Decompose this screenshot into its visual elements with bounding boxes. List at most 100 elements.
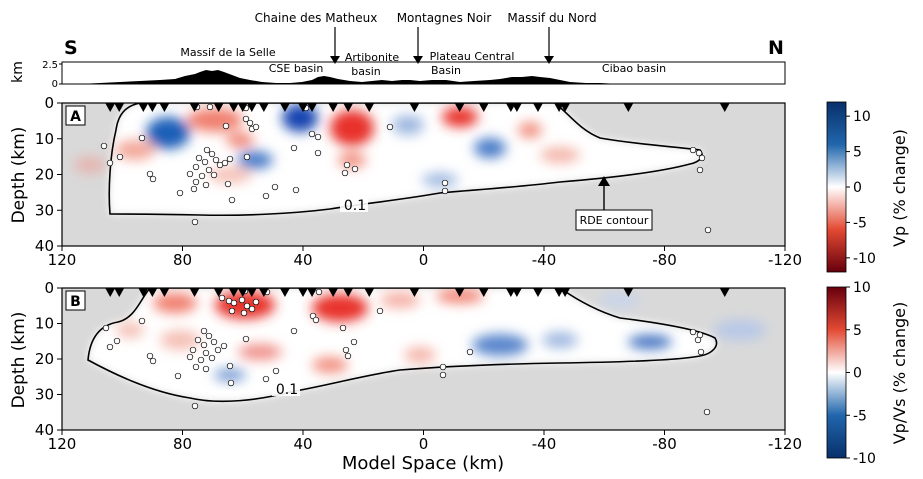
earthquake-point [697, 348, 705, 356]
earthquake-point [242, 335, 250, 343]
earthquake-point [176, 189, 184, 197]
earthquake-point [246, 119, 254, 127]
panel-a-field [109, 103, 702, 216]
earthquake-point [252, 123, 260, 131]
y-tick-label: 20 [35, 350, 54, 368]
anomaly [282, 104, 318, 132]
station-marker [328, 288, 339, 297]
panel-b-ylabel: Depth (km) [9, 312, 29, 409]
panel-b-contour-label: 0.1 [276, 382, 298, 398]
topo-ylabel: km [10, 61, 26, 83]
earthquake-point [200, 327, 208, 335]
topo-label: basin [351, 65, 381, 78]
station-marker [189, 103, 200, 112]
panel-a-letter-box [65, 105, 86, 126]
anomaly [404, 347, 436, 363]
anomaly [238, 344, 282, 360]
y-tick-label: 40 [35, 421, 54, 439]
colorbar-b: 10 5 0 -5 -10 Vp/Vs (% change) [826, 280, 909, 467]
station-marker [478, 288, 489, 297]
station-marker [237, 288, 248, 297]
x-tick-label: 80 [173, 251, 192, 269]
anomaly [518, 122, 542, 138]
colorbar-tick-label: -10 [853, 451, 876, 467]
anomaly [187, 108, 243, 132]
station-marker [228, 288, 239, 297]
station-marker [258, 288, 269, 297]
topography-profile [62, 70, 785, 84]
colorbar-a: 10 5 0 -5 -10 Vp (% change) [826, 101, 909, 273]
earthquake-point [202, 365, 210, 373]
earthquake-point [186, 170, 194, 178]
resolution-contour [108, 103, 703, 217]
x-tick-label: -120 [768, 251, 802, 269]
station-marker [114, 103, 125, 112]
x-tick-label: 0 [419, 251, 429, 269]
panel-b-letter-box [65, 290, 86, 311]
anomaly [392, 115, 424, 135]
colorbar-tick-label: -5 [853, 215, 867, 231]
earthquake-point [248, 305, 256, 313]
earthquake-point [243, 153, 251, 161]
panel-b: B 0.1 Depth (km) [9, 287, 786, 431]
station-marker [454, 288, 465, 297]
station-marker [159, 103, 170, 112]
earthquake-point [195, 154, 203, 162]
colorbar-tick-label: 0 [853, 366, 862, 382]
station-marker [328, 103, 339, 112]
panel-a: A 0.1 RDE contour Depth (km) [9, 102, 786, 247]
x-tick-label: -80 [652, 251, 677, 269]
earthquake-point [343, 161, 351, 169]
earthquake-point [138, 134, 146, 142]
x-tick-label: 120 [48, 251, 77, 269]
y-tick-label: 30 [35, 201, 54, 219]
station-marker [138, 103, 149, 112]
earthquake-point [703, 408, 711, 416]
earthquake-point [315, 288, 323, 296]
station-marker [159, 288, 170, 297]
station-marker [279, 103, 290, 112]
topo-label: Basin [431, 64, 461, 77]
anomaly [146, 117, 190, 149]
earthquake-point [350, 338, 358, 346]
earthquake-point [226, 155, 234, 163]
station-marker [307, 103, 318, 112]
topography-panel: S N km 2.5 0 Massif de la Selle CSE basi… [10, 11, 786, 90]
earthquake-point [191, 218, 199, 226]
station-marker [532, 103, 543, 112]
earthquake-point [314, 133, 322, 141]
anomaly [237, 151, 273, 169]
station-marker [409, 103, 420, 112]
x-axis-label: Model Space (km) [342, 453, 504, 474]
earthquake-point [224, 180, 232, 188]
panel-b-letter: B [70, 294, 81, 310]
station-marker [623, 288, 634, 297]
earthquake-point [695, 149, 703, 157]
anomaly [338, 152, 366, 168]
earthquake-point [341, 169, 349, 177]
anomaly [226, 133, 254, 147]
earthquake-point [314, 149, 322, 157]
topo-arrow-head [544, 56, 554, 64]
anomaly [540, 147, 580, 163]
station-marker [623, 103, 634, 112]
topo-arrow-label: Chaine des Matheux [255, 11, 378, 25]
contour-label-bg [340, 196, 368, 212]
earthquake-point [174, 372, 182, 380]
earthquake-point [292, 186, 300, 194]
colorbar-tick-label: 0 [853, 180, 862, 196]
earthquake-point [205, 332, 213, 340]
anomaly [628, 335, 672, 349]
earthquake-point [149, 357, 157, 365]
earthquake-point [220, 342, 228, 350]
station-marker [147, 103, 158, 112]
station-marker [478, 103, 489, 112]
earthquake-point [262, 192, 270, 200]
earthquake-point [704, 226, 712, 234]
earthquake-point [344, 352, 352, 360]
anomaly [714, 320, 766, 340]
anomaly [472, 334, 528, 356]
earthquake-point [696, 166, 704, 174]
station-marker [105, 103, 116, 112]
